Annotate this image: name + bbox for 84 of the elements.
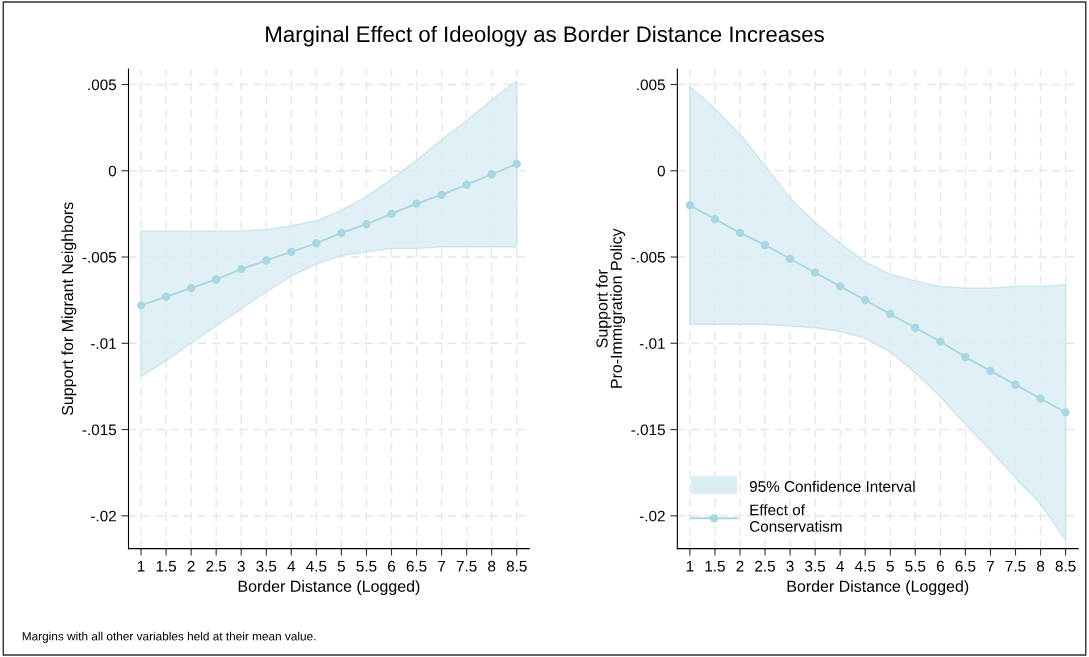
point [262, 256, 271, 265]
point [337, 228, 346, 238]
x-tick-label: 7 [986, 560, 994, 572]
point [287, 247, 296, 257]
y-tick-label: -.01 [91, 338, 116, 349]
x-tick-label: 6.5 [406, 560, 427, 572]
x-tick-label: 6 [388, 560, 396, 572]
x-axis-title: Border Distance (Logged) [787, 580, 969, 596]
point [1011, 380, 1020, 389]
point [362, 220, 371, 229]
y-axis-title: Support for Migrant Neighbors [61, 202, 77, 416]
point [487, 170, 496, 179]
x-tick-label: 4 [836, 560, 844, 572]
x-tick-label: 8 [1036, 560, 1045, 572]
x-tick-label: 1 [686, 560, 694, 572]
point [835, 282, 845, 291]
point [462, 180, 471, 189]
chart-title: Marginal Effect of Ideology as Border Distance Increases [266, 25, 824, 47]
x-tick-label: 3.5 [805, 560, 826, 572]
x-tick-label: 3 [786, 560, 794, 572]
x-tick-label: 3.5 [256, 560, 277, 572]
text: Margins with all other variables held at their mean value. [22, 631, 316, 643]
point [961, 352, 970, 362]
point [936, 337, 945, 346]
x-tick-label: 8.5 [1055, 560, 1076, 572]
annotation: 95% Confidence Interval [749, 480, 915, 492]
x-axis-title: Border Distance (Logged) [238, 580, 420, 596]
point [685, 201, 695, 210]
point [886, 309, 895, 319]
y-tick-label: -.02 [639, 510, 665, 522]
point [1036, 394, 1045, 403]
x-tick-label: 7 [438, 560, 446, 572]
x-tick-label: 1.5 [705, 560, 725, 572]
point [1061, 408, 1070, 417]
point [186, 283, 196, 293]
x-tick-label: 8.5 [506, 560, 527, 572]
x-tick-label: 7.5 [456, 560, 477, 572]
y-tick-label: .005 [637, 79, 665, 91]
point [911, 323, 920, 332]
y-tick-label: .005 [88, 79, 117, 91]
x-tick-label: 6 [936, 560, 944, 572]
y-tick-label: 0 [657, 165, 665, 177]
point [211, 275, 221, 284]
x-tick-label: 1 [137, 560, 145, 572]
x-tick-label: 2.5 [206, 560, 227, 572]
point [161, 292, 171, 301]
x-tick-label: 2 [187, 560, 195, 572]
x-tick-label: 5 [886, 560, 894, 572]
point [986, 366, 995, 376]
x-tick-label: 2.5 [755, 560, 775, 572]
y-tick-label: -.02 [91, 510, 116, 522]
point [412, 199, 421, 208]
x-tick-label: 1.5 [156, 560, 177, 572]
point [437, 190, 446, 200]
point [810, 268, 820, 277]
point [512, 159, 521, 169]
point [760, 240, 770, 250]
point [735, 228, 745, 238]
y-tick-label: -.015 [82, 424, 117, 436]
y-tick-label: -.01 [639, 338, 665, 349]
x-tick-label: 4.5 [854, 560, 876, 572]
x-tick-label: 5.5 [356, 560, 377, 572]
y-tick-label: -.005 [82, 251, 117, 263]
x-tick-label: 4.5 [306, 560, 327, 572]
y-tick-label: -.005 [631, 251, 665, 263]
x-tick-label: 2 [736, 560, 744, 572]
y-axis-title: Support for Pro-Immigration Policy [596, 228, 626, 388]
x-tick-label: 8 [488, 560, 496, 572]
x-tick-label: 7.5 [1005, 560, 1026, 572]
x-tick-label: 5.5 [905, 560, 926, 572]
y-tick-label: -.015 [631, 424, 665, 436]
y-tick-label: 0 [108, 165, 117, 177]
point [136, 301, 146, 310]
legend-label: Effect of Conservatism [749, 504, 842, 532]
point [387, 209, 396, 219]
point [312, 239, 321, 248]
x-tick-label: 6.5 [955, 560, 976, 572]
point [861, 295, 870, 305]
point [785, 254, 795, 263]
x-tick-label: 4 [287, 560, 296, 572]
point [237, 264, 246, 274]
x-tick-label: 5 [337, 560, 346, 572]
x-tick-label: 3 [237, 560, 245, 572]
point [710, 214, 720, 224]
